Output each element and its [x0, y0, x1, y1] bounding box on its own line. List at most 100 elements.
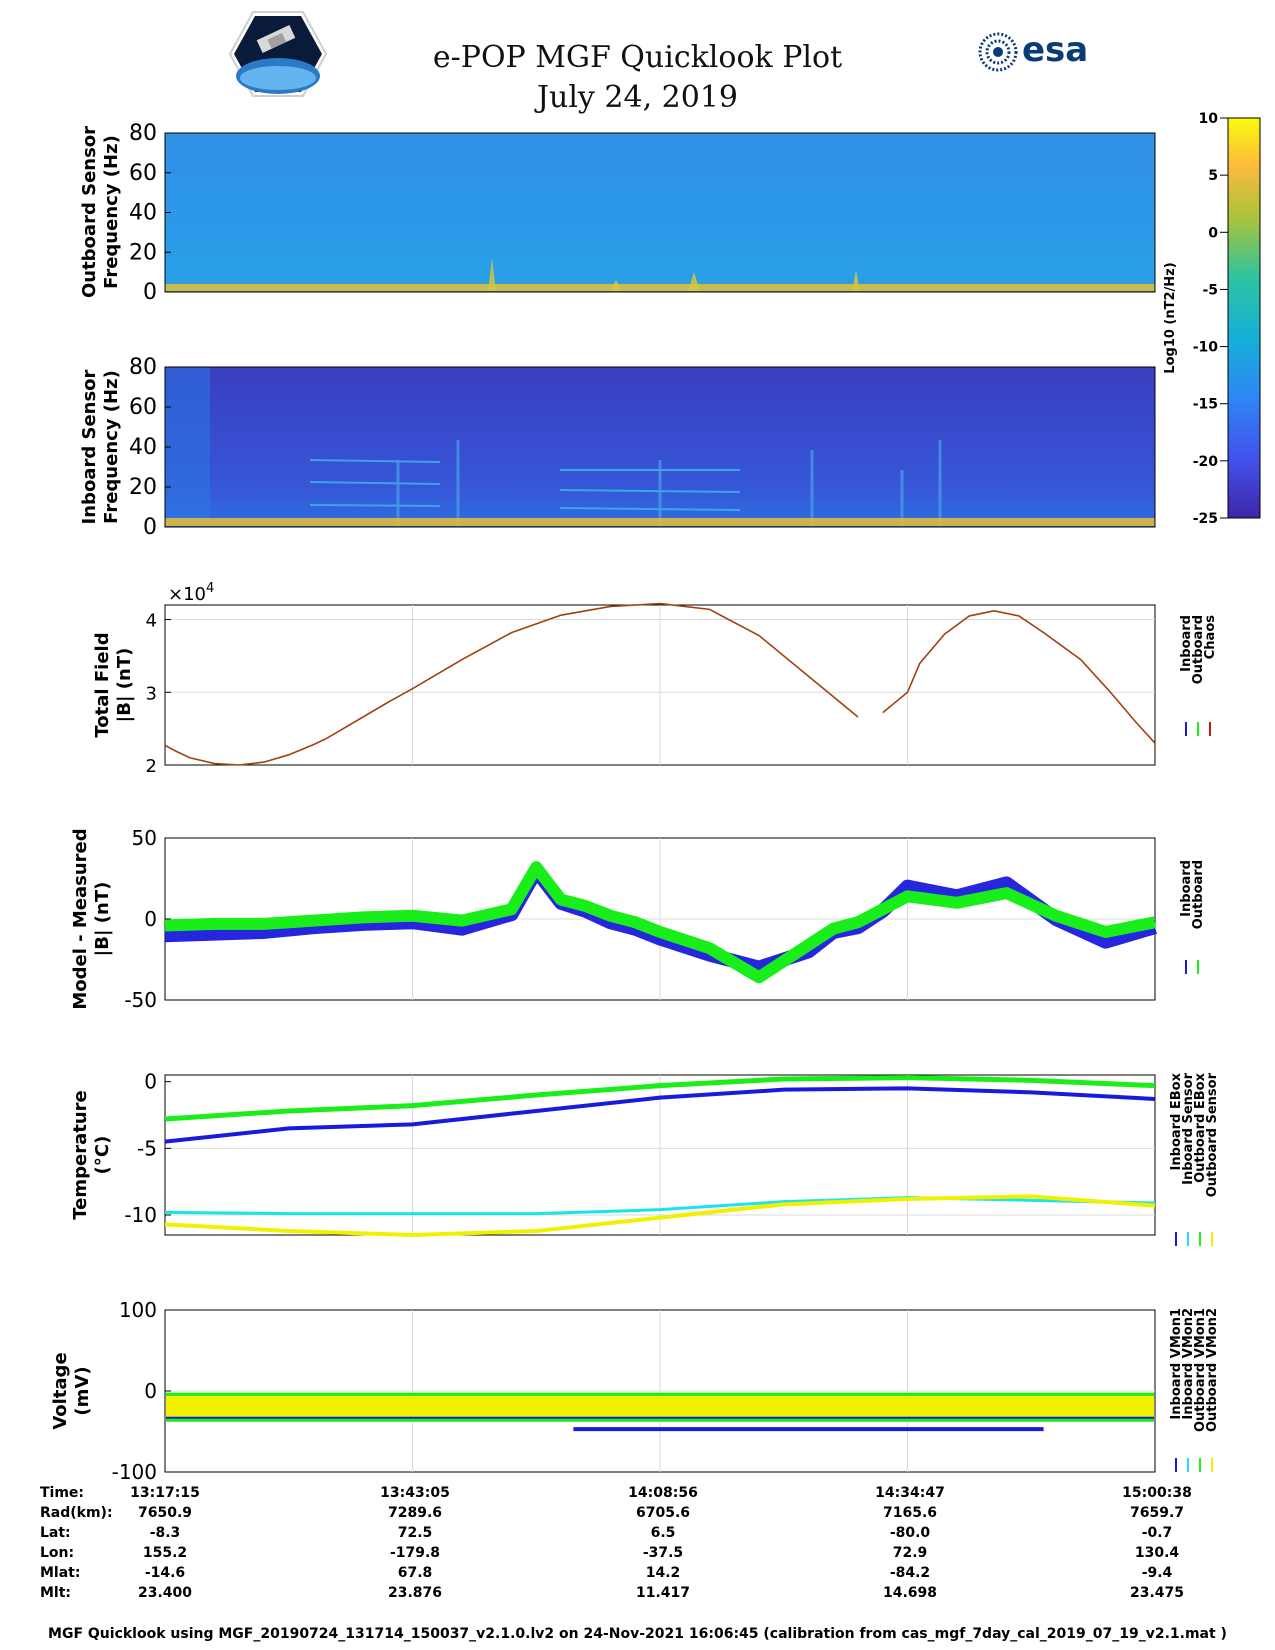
legend-label: Chaos	[1203, 615, 1218, 659]
total-field-panel: 2 3 4 ×104 Total Field |B| (nT) InboardOut…	[92, 581, 1218, 777]
ytick-label: -10	[124, 1203, 157, 1227]
temperature-inboard-sensor-line	[164, 1075, 1156, 1122]
colorbar-label: Log10 (nT2/Hz)	[1163, 262, 1178, 373]
ytick-label: 80	[129, 355, 157, 380]
ytick-label: 0	[144, 1379, 157, 1403]
legend-label: Inboard VMon2	[1181, 1308, 1196, 1420]
table-cell: 6705.6	[635, 1505, 691, 1521]
legend-label: Inboard EBox	[1169, 1072, 1184, 1170]
outboard-ylabel-line1: Outboard Sensor	[79, 126, 100, 298]
table-cell: 7650.9	[137, 1505, 193, 1521]
legend-label: Outboard	[1191, 860, 1206, 929]
voltage-panel: 100 0 -100 Voltage (mV) Inboard VMon1Inboa…	[50, 1298, 1220, 1484]
colorbar-tick-label: 5	[1208, 168, 1218, 184]
colorbar-tick-label: 0	[1208, 225, 1218, 241]
ytick-label: 0	[143, 515, 157, 540]
ytick-label: 20	[129, 475, 157, 500]
esa-logo-icon	[978, 32, 1018, 72]
table-label: Mlt:	[40, 1585, 72, 1601]
total-field-yticks: 2 3 4	[146, 611, 171, 777]
outboard-low-freq-band	[165, 284, 1155, 291]
outboard-spectrogram-image	[165, 133, 1155, 292]
table-cell: 7165.6	[882, 1505, 938, 1521]
voltage-ylabel-line2: (mV)	[72, 1366, 93, 1415]
table-cell: 14:34:47	[875, 1485, 945, 1501]
plot-title-line2: July 24, 2019	[536, 80, 739, 115]
model-measured-panel: 50 0 -50 Model - Measured |B| (nT) Inboard…	[70, 826, 1206, 1012]
cassiope-logo	[228, 11, 328, 97]
voltage-yellow-band	[166, 1395, 1154, 1417]
footer-caption: MGF Quicklook using MGF_20190724_131714_…	[48, 1626, 1227, 1642]
table-cell: 15:00:38	[1122, 1485, 1192, 1501]
table-cell: 14.2	[645, 1565, 681, 1581]
total-field-second-hump	[882, 610, 1156, 744]
table-cell: 13:17:15	[130, 1485, 200, 1501]
legend-label: Outboard Sensor	[1205, 1072, 1220, 1197]
voltage-grid	[165, 1310, 1155, 1472]
table-cell: 23.876	[387, 1585, 443, 1601]
table-cell: 6.5	[650, 1525, 676, 1541]
table-cell: -37.5	[642, 1545, 684, 1561]
table-cell: -179.8	[389, 1545, 441, 1561]
plot-title-line1: e-POP MGF Quicklook Plot	[432, 40, 843, 75]
temperature-ylabel-line1: Temperature	[70, 1090, 91, 1219]
legend-label: Outboard	[1191, 615, 1206, 684]
inboard-spectrogram-panel: 80 60 40 20 0 Inboard Sensor Frequency (Hz)	[79, 355, 1156, 540]
ytick-label: 0	[144, 1070, 157, 1094]
ytick-label: 60	[129, 395, 157, 420]
table-cell: 23.400	[137, 1585, 193, 1601]
ytick-label: -5	[137, 1136, 157, 1160]
total-field-chaos-curve	[164, 602, 859, 766]
ytick-label: 60	[129, 161, 157, 186]
legend-label: Outboard VMon1	[1193, 1308, 1208, 1432]
voltage-ylabel-line1: Voltage	[50, 1352, 71, 1429]
temperature-inboard-ebox-line	[164, 1086, 1156, 1144]
colorbar-tick-label: -15	[1193, 397, 1218, 413]
esa-logo-text: esa	[1022, 30, 1089, 70]
table-label: Lon:	[40, 1545, 75, 1561]
total-field-ylabel-line2: |B| (nT)	[114, 648, 135, 723]
table-cell: -9.4	[1141, 1565, 1173, 1581]
total-field-exponent: ×104	[168, 581, 214, 605]
table-cell: 14.698	[882, 1585, 938, 1601]
table-cell: 130.4	[1134, 1545, 1180, 1561]
ytick-label: 0	[143, 280, 157, 305]
model-measured-yticks: 50 0 -50	[124, 826, 171, 1012]
inboard-vertical-streaks	[396, 440, 942, 527]
outboard-yticks: 80 60 40 20 0	[129, 121, 171, 305]
temperature-outboard-ebox-line	[164, 1196, 1156, 1216]
legend-label: Outboard EBox	[1193, 1072, 1208, 1182]
inboard-left-band	[165, 367, 210, 527]
total-field-ylabel-line1: Total Field	[92, 632, 113, 737]
ytick-label: -50	[124, 988, 157, 1012]
table-cell: -84.2	[889, 1565, 931, 1581]
ytick-label: 0	[144, 907, 157, 931]
colorbar-tick-label: -10	[1193, 340, 1219, 356]
table-label: Rad(km):	[40, 1505, 113, 1521]
inboard-harmonic-lines	[309, 459, 741, 511]
table-cell: 7659.7	[1129, 1505, 1185, 1521]
table-cell: 72.5	[397, 1525, 433, 1541]
colorbar: 10 5 0 -5 -10 -15 -20 -25 Log10 (nT2/Hz)	[1163, 111, 1261, 527]
legend-label: Inboard Sensor	[1181, 1072, 1196, 1184]
total-field-grid	[165, 605, 1155, 765]
model-measured-ylabel-line1: Model - Measured	[70, 828, 91, 1009]
table-cell: -80.0	[889, 1525, 931, 1541]
table-cell: 67.8	[397, 1565, 433, 1581]
table-row: Lon: 155.2 -179.8 -37.5 72.9 130.4	[0, 1545, 1275, 1563]
ytick-label: 20	[129, 240, 157, 265]
temperature-yticks: 0 -5 -10	[124, 1070, 171, 1227]
table-cell: 14:08:56	[628, 1485, 698, 1501]
table-label: Time:	[40, 1485, 85, 1501]
table-label: Lat:	[40, 1525, 71, 1541]
table-row: Mlat: -14.6 67.8 14.2 -84.2 -9.4	[0, 1565, 1275, 1583]
table-cell: 13:43:05	[380, 1485, 450, 1501]
table-cell: 155.2	[142, 1545, 188, 1561]
table-row: Mlt: 23.400 23.876 11.417 14.698 23.475	[0, 1585, 1275, 1603]
ytick-label: 100	[119, 1298, 157, 1322]
model-measured-inboard-line	[164, 863, 1157, 975]
